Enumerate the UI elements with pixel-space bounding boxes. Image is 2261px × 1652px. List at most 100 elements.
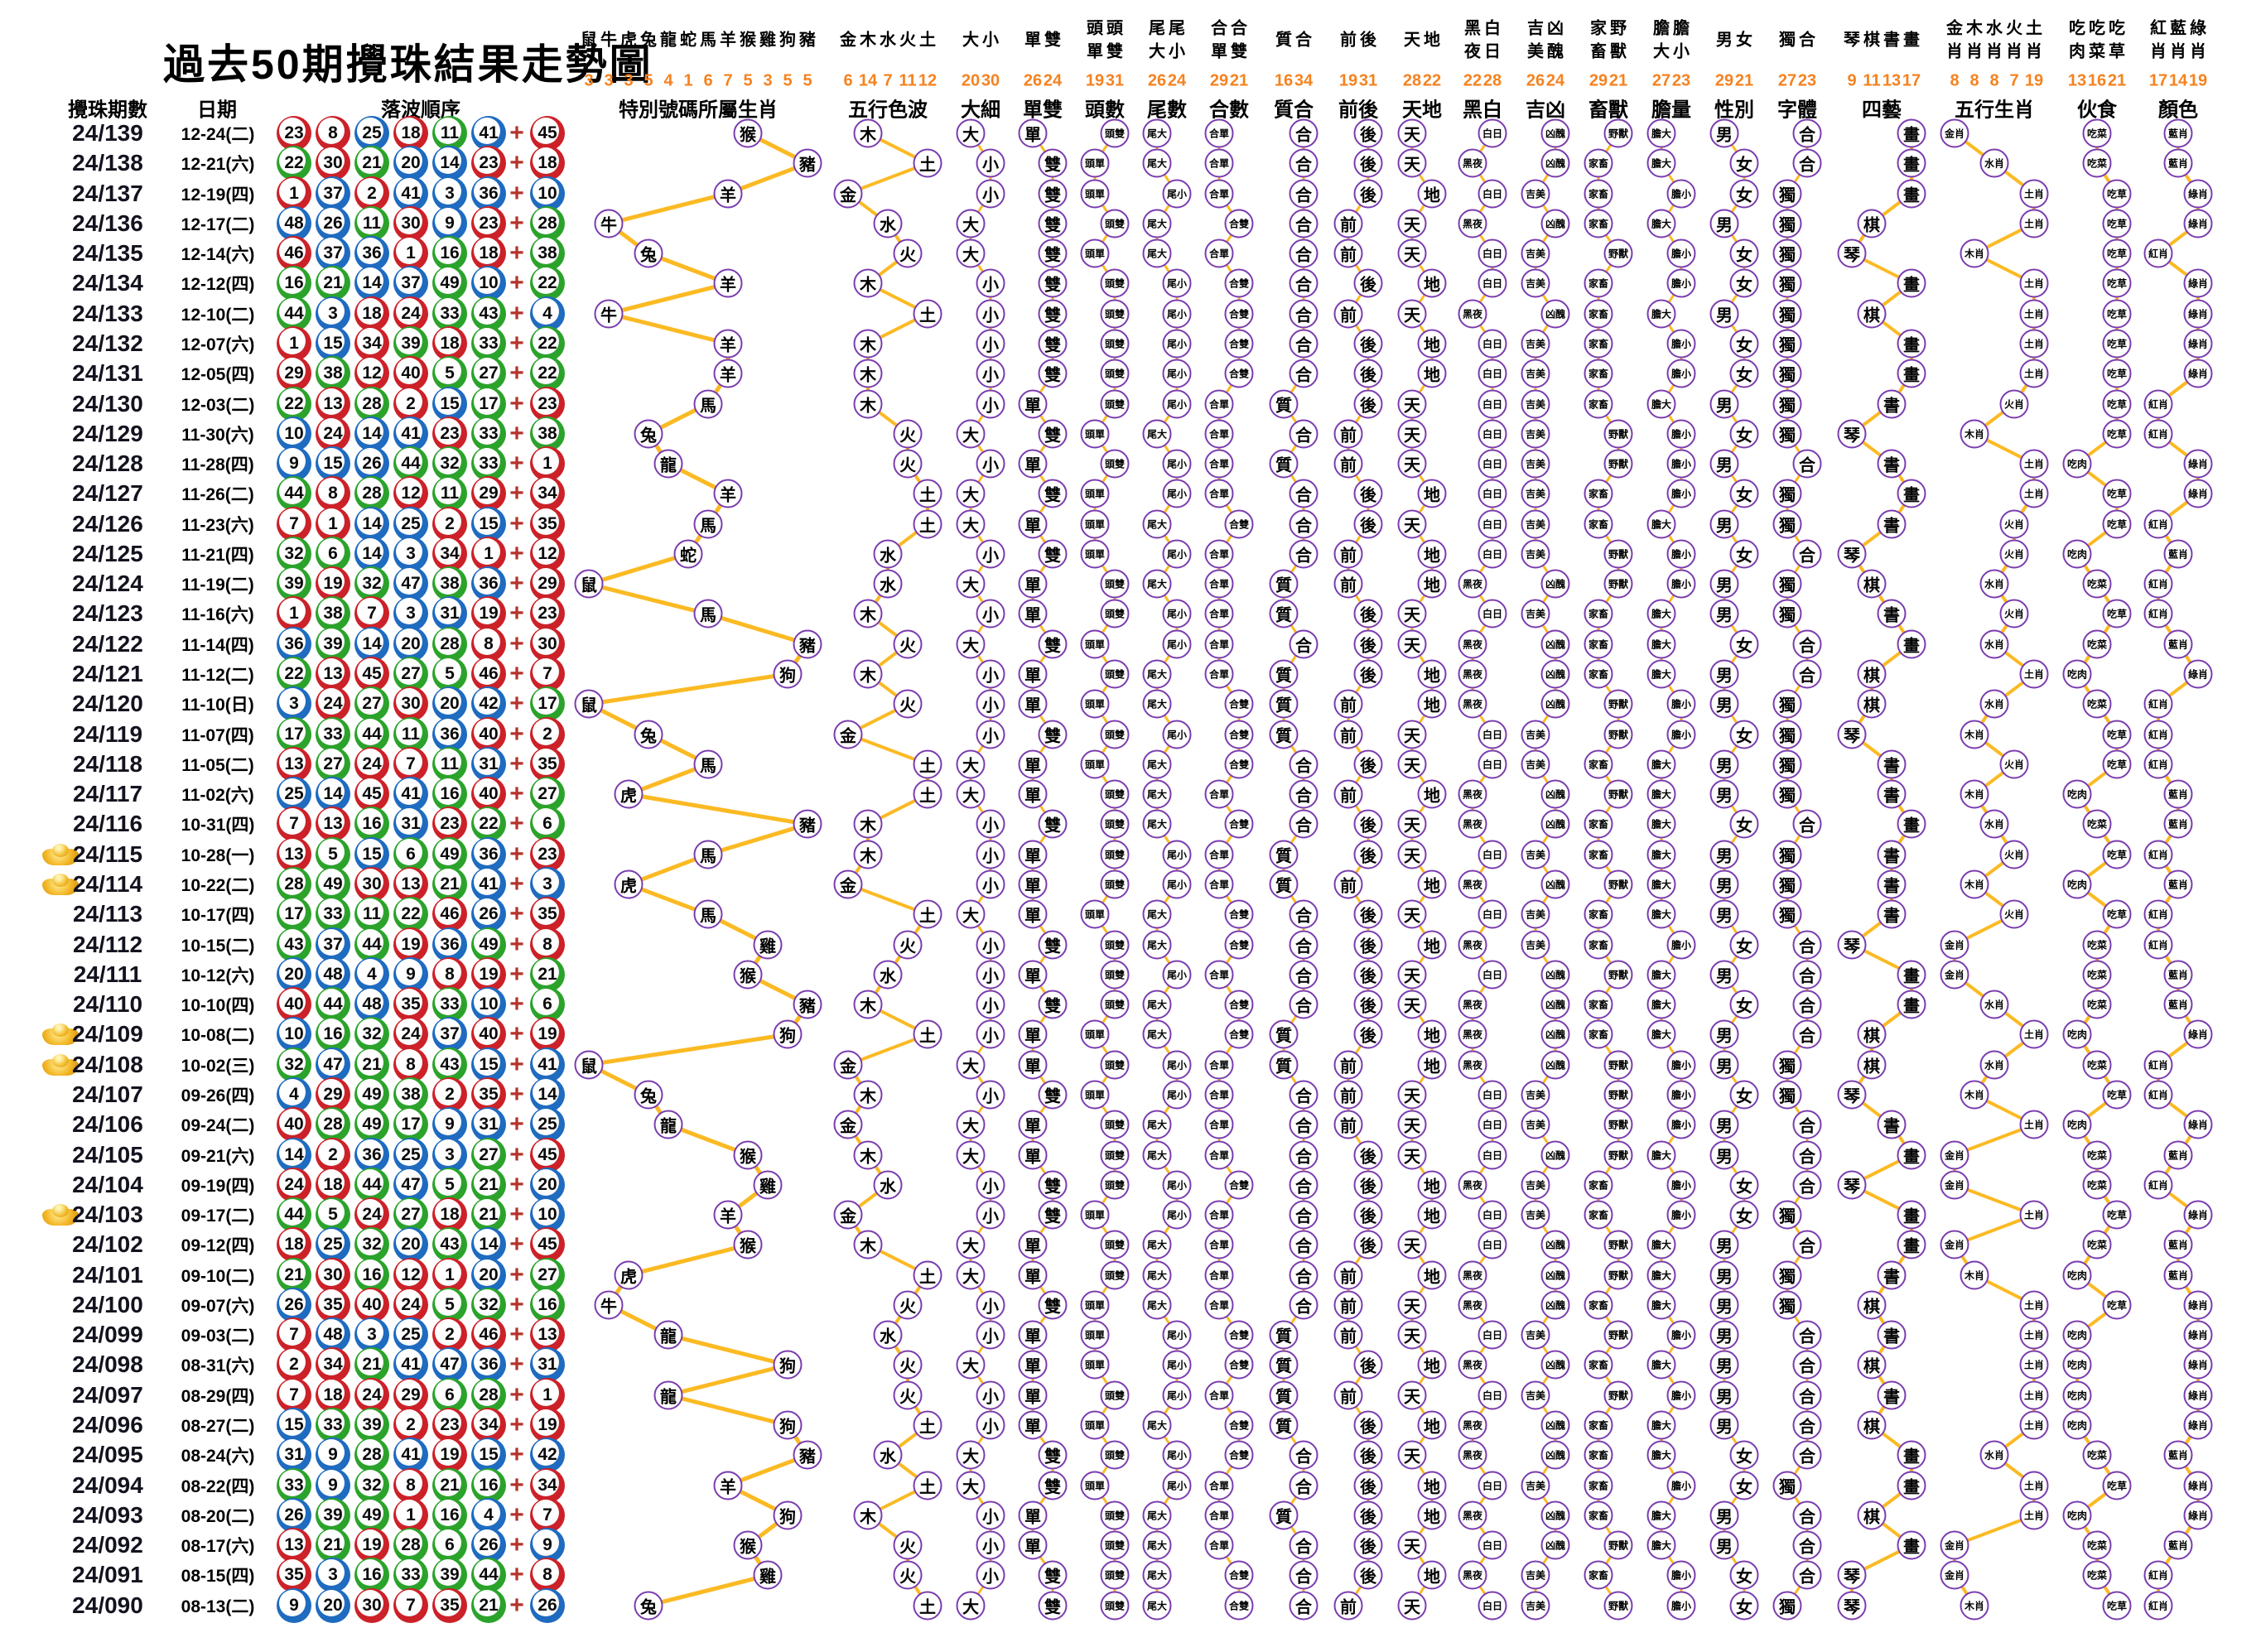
marker-zodiac: 雞: [753, 1560, 783, 1590]
marker-diet: 吃草: [2102, 509, 2132, 539]
marker-gender: 女: [1729, 539, 1759, 569]
marker-arts: 書: [1877, 1110, 1907, 1139]
draw-date-label: 10-31(四): [181, 816, 255, 836]
marker-tail: 尾大: [1142, 118, 1172, 148]
marker-color: 藍肖: [2163, 960, 2193, 990]
marker-prime: 合: [1289, 179, 1319, 209]
lottery-ball: 30: [316, 1257, 350, 1293]
marker-prime: 合: [1289, 419, 1319, 449]
marker-prime: 合: [1289, 1591, 1319, 1621]
header-option-glyph: 合: [1799, 31, 1815, 50]
marker-zodiac: 猴: [733, 1140, 763, 1170]
draw-date-label: 11-26(二): [181, 485, 254, 505]
marker-skyearth: 地: [1417, 930, 1447, 960]
lottery-ball: 31: [432, 596, 467, 632]
marker-frontback: 後: [1353, 899, 1383, 929]
marker-head: 頭雙: [1100, 1140, 1130, 1170]
lottery-ball: 28: [316, 1107, 350, 1143]
header-count-skyearth: 28: [1402, 71, 1422, 90]
header-count-zodiac: 4: [663, 71, 673, 90]
marker-sum: 合單: [1204, 1290, 1234, 1320]
header-option-size: 小: [982, 31, 999, 50]
marker-head: 頭雙: [1100, 1380, 1130, 1410]
special-ball: 6: [530, 987, 565, 1023]
header-count-arts: 13: [1882, 71, 1902, 90]
lottery-ball: 17: [471, 386, 506, 421]
draw-date-label: 12-24(二): [181, 125, 255, 144]
marker-skyearth: 地: [1417, 1260, 1447, 1290]
marker-boldness: 膽小: [1666, 720, 1696, 749]
marker-animalkind: 野獸: [1603, 1140, 1633, 1170]
lottery-ball: 37: [432, 1017, 467, 1052]
header-option-zodiac: 狗: [779, 31, 796, 50]
marker-skyearth: 天: [1397, 1110, 1427, 1139]
marker-color: 紅肖: [2143, 720, 2173, 749]
marker-boldness: 膽大: [1646, 960, 1676, 990]
lottery-ball: 38: [316, 596, 350, 632]
special-ball: 28: [530, 205, 565, 241]
draw-date-label: 12-03(二): [181, 395, 255, 415]
lottery-ball: 38: [393, 1076, 428, 1112]
lottery-ball: 21: [471, 1167, 506, 1202]
header-option-element: 金: [840, 31, 856, 50]
lottery-ball: 31: [471, 1107, 506, 1143]
marker-head: 頭單: [1080, 1350, 1110, 1380]
marker-skyearth: 地: [1417, 1170, 1447, 1200]
marker-sum: 合雙: [1224, 1170, 1254, 1200]
plus-icon: +: [509, 1441, 524, 1469]
marker-blackwhite: 黑夜: [1458, 779, 1487, 809]
marker-gender: 女: [1729, 629, 1759, 659]
marker-boldness: 膽大: [1646, 118, 1676, 148]
marker-size: 大: [956, 899, 986, 929]
marker-sum: 合單: [1204, 1140, 1234, 1170]
marker-glyph: 獨: [1772, 359, 1802, 388]
header-option-luck: 吉: [1527, 19, 1544, 38]
marker-prime: 合: [1289, 1560, 1319, 1590]
special-ball: 19: [530, 1408, 565, 1443]
marker-glyph: 合: [1792, 1560, 1822, 1590]
header-count-color: 14: [2168, 71, 2188, 90]
marker-sum: 合單: [1204, 179, 1234, 209]
marker-blackwhite: 黑夜: [1458, 1170, 1487, 1200]
marker-elemzodiac: 水肖: [1979, 629, 2009, 659]
special-ball: 34: [530, 476, 565, 512]
marker-frontback: 前: [1333, 419, 1363, 449]
marker-boldness: 膽小: [1666, 1200, 1696, 1230]
plus-icon: +: [509, 239, 524, 267]
marker-head: 頭雙: [1100, 1230, 1130, 1259]
header-option-color: 紅: [2150, 19, 2167, 38]
marker-diet: 吃草: [2102, 268, 2132, 298]
marker-color: 綠肖: [2183, 299, 2213, 329]
special-ball: 4: [530, 296, 565, 331]
marker-tail: 尾大: [1142, 749, 1172, 779]
marker-arts: 畫: [1897, 329, 1926, 359]
lottery-ball: 9: [316, 1467, 350, 1503]
lottery-ball: 23: [432, 807, 467, 842]
marker-animalkind: 家畜: [1584, 1350, 1613, 1380]
marker-head: 頭單: [1080, 509, 1110, 539]
marker-arts: 棋: [1857, 1500, 1887, 1530]
marker-arts: 琴: [1837, 930, 1867, 960]
draw-date-label: 09-12(四): [181, 1236, 255, 1256]
marker-size: 小: [976, 1500, 1005, 1530]
marker-luck: 吉美: [1521, 930, 1550, 960]
marker-frontback: 後: [1353, 1440, 1383, 1470]
marker-zodiac: 兔: [634, 1080, 663, 1110]
marker-zodiac: 馬: [693, 599, 723, 629]
marker-size: 小: [976, 990, 1005, 1019]
draw-date-label: 11-19(二): [181, 576, 254, 595]
lottery-ball: 46: [432, 897, 467, 932]
lottery-ball: 33: [471, 446, 506, 482]
marker-zodiac: 羊: [713, 179, 743, 209]
marker-arts: 畫: [1897, 1440, 1926, 1470]
marker-color: 紅肖: [2143, 599, 2173, 629]
marker-parity: 單: [1018, 960, 1048, 990]
lottery-ball: 5: [316, 1197, 350, 1233]
lottery-ball: 6: [316, 536, 350, 571]
marker-arts: 畫: [1897, 479, 1926, 508]
plus-icon: +: [509, 900, 524, 928]
marker-parity: 單: [1018, 1050, 1048, 1080]
marker-tail: 尾大: [1142, 1230, 1172, 1259]
marker-blackwhite: 白日: [1478, 419, 1507, 449]
marker-frontback: 後: [1353, 659, 1383, 689]
